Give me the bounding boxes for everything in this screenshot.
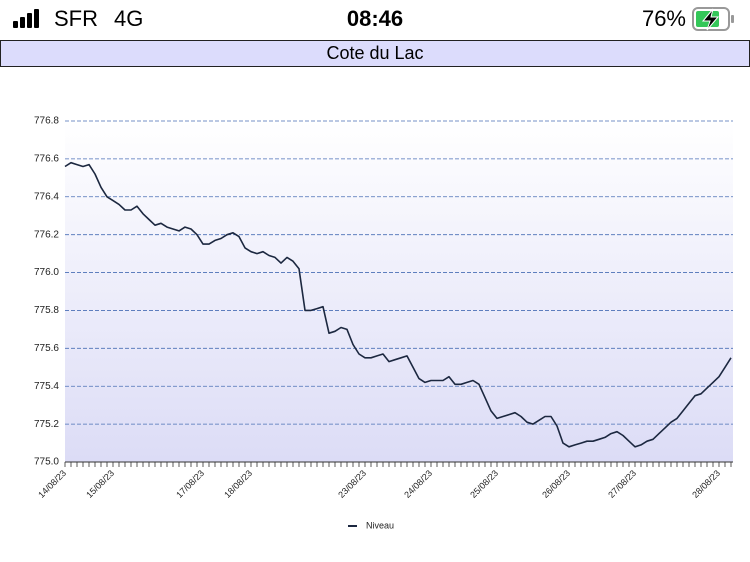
x-tick-label: 18/08/23 (222, 468, 254, 500)
y-tick-label: 776.4 (34, 191, 59, 202)
x-tick-label: 27/08/23 (606, 468, 638, 500)
y-tick-label: 776.2 (34, 229, 59, 240)
signal-icon (13, 9, 39, 28)
y-tick-label: 775.6 (34, 343, 59, 354)
x-tick-label: 17/08/23 (174, 468, 206, 500)
data-line (64, 161, 732, 448)
x-tick-label: 28/08/23 (690, 468, 722, 500)
chart-title: Cote du Lac (326, 43, 423, 63)
x-tick-label: 23/08/23 (336, 468, 368, 500)
battery-percent: 76% (642, 6, 686, 31)
y-tick-label: 775.2 (34, 419, 59, 430)
y-tick-label: 775.4 (34, 381, 59, 392)
plot-area (65, 121, 733, 462)
y-tick-label: 775.0 (34, 457, 59, 468)
y-tick-label: 776.6 (34, 154, 59, 165)
battery-icon (692, 7, 734, 31)
y-tick-label: 776.0 (34, 267, 59, 278)
legend-label: Niveau (366, 520, 394, 530)
x-tick-label: 14/08/23 (36, 468, 68, 500)
carrier: SFR (54, 6, 98, 31)
x-tick-label: 15/08/23 (84, 468, 116, 500)
header-bar (0, 40, 750, 67)
x-tick-label: 25/08/23 (468, 468, 500, 500)
y-tick-label: 776.8 (34, 116, 59, 127)
network: 4G (114, 6, 143, 31)
x-tick-label: 26/08/23 (540, 468, 572, 500)
y-tick-label: 775.8 (34, 305, 59, 316)
x-tick-label: 24/08/23 (402, 468, 434, 500)
clock: 08:46 (347, 6, 403, 31)
